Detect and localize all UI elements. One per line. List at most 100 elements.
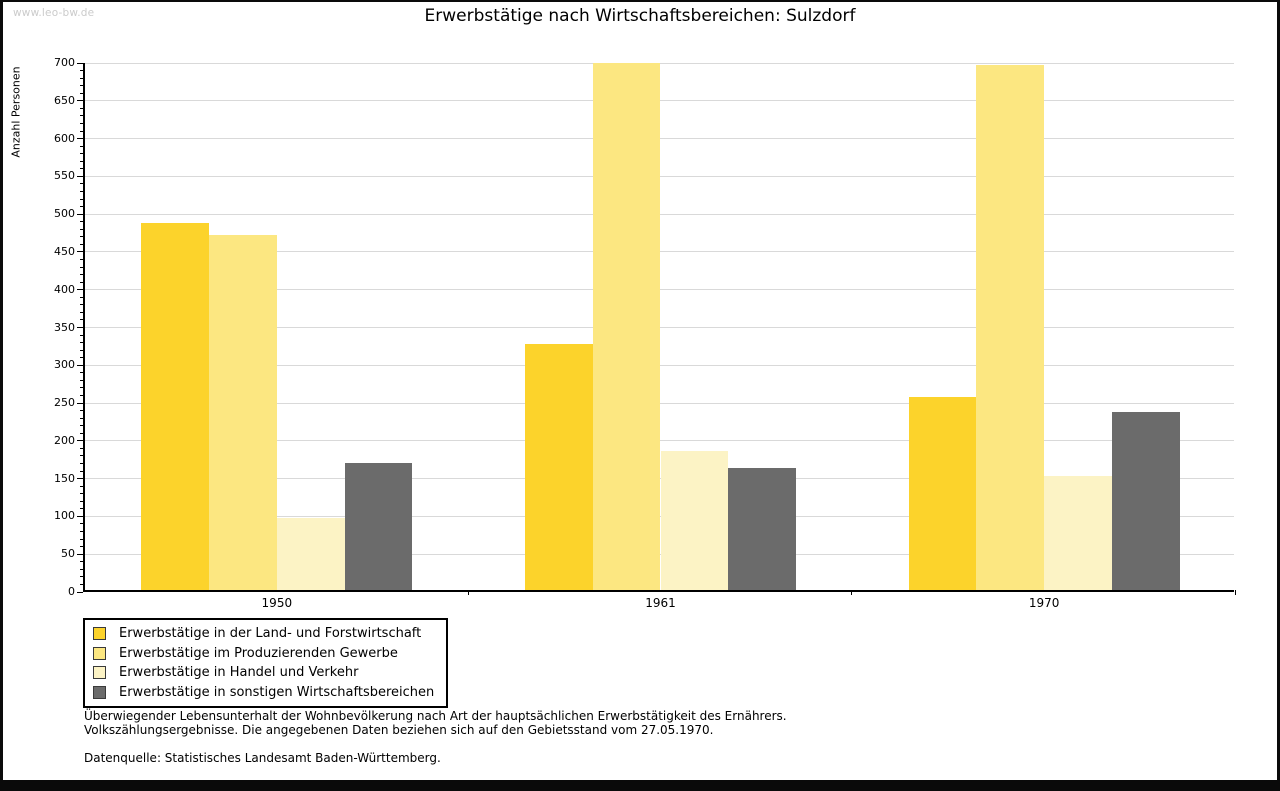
chart-title: Erwerbstätige nach Wirtschaftsbereichen:… <box>424 6 856 26</box>
legend-swatch-icon <box>93 646 106 660</box>
y-axis-minor-tick <box>80 432 83 434</box>
y-axis-minor-tick <box>80 417 83 419</box>
y-axis-minor-tick <box>80 387 83 389</box>
y-axis-minor-tick <box>80 243 83 245</box>
y-axis-tick-label: 50 <box>61 547 75 561</box>
y-axis-minor-tick <box>80 531 83 533</box>
y-axis-minor-tick <box>80 190 83 192</box>
y-axis-minor-tick <box>80 281 83 283</box>
y-axis-minor-tick <box>80 455 83 457</box>
y-axis-major-tick <box>77 478 83 480</box>
y-axis-major-tick <box>77 289 83 291</box>
y-axis-major-tick <box>77 402 83 404</box>
bar <box>976 64 1045 590</box>
y-axis-major-tick <box>77 591 83 593</box>
y-axis-minor-tick <box>80 583 83 585</box>
y-axis-minor-tick <box>80 206 83 208</box>
y-axis-minor-tick <box>80 236 83 238</box>
legend-label: Erwerbstätige im Produzierenden Gewerbe <box>119 645 398 661</box>
y-axis-minor-tick <box>80 334 83 336</box>
x-axis-category-label: 1950 <box>261 596 293 610</box>
y-axis-minor-tick <box>80 168 83 170</box>
bar <box>209 234 277 590</box>
x-axis-tick <box>1235 590 1236 595</box>
y-axis-minor-tick <box>80 153 83 155</box>
x-axis-tick <box>467 590 469 595</box>
legend: Erwerbstätige in der Land- und Forstwirt… <box>83 618 449 708</box>
y-axis-minor-tick <box>80 258 83 260</box>
y-axis-minor-tick <box>80 77 83 79</box>
legend-row: Erwerbstätige in der Land- und Forstwirt… <box>93 624 434 644</box>
y-axis-minor-tick <box>80 500 83 502</box>
y-axis-tick-label: 500 <box>54 207 75 221</box>
y-axis-minor-tick <box>80 546 83 548</box>
gridline <box>85 62 1234 64</box>
y-axis-major-tick <box>77 251 83 253</box>
bar <box>908 396 977 590</box>
y-axis-tick-label: 300 <box>54 358 75 372</box>
y-axis-minor-tick <box>80 523 83 525</box>
y-axis-major-tick <box>77 440 83 442</box>
y-axis-minor-tick <box>80 538 83 540</box>
y-axis-minor-tick <box>80 561 83 563</box>
y-axis-minor-tick <box>80 463 83 465</box>
bar <box>728 468 796 590</box>
y-axis-minor-tick <box>80 145 83 147</box>
legend-label: Erwerbstätige in der Land- und Forstwirt… <box>119 626 422 642</box>
y-axis-minor-tick <box>80 342 83 344</box>
y-axis-minor-tick <box>80 70 83 72</box>
y-axis-minor-tick <box>80 425 83 427</box>
plot-area: 0 50 100 150 200 250 300 350 400 450 500 550 600 650 7… <box>54 56 1236 610</box>
y-axis-major-tick <box>77 62 83 64</box>
y-axis-tick-label: 700 <box>54 56 75 69</box>
bar <box>1111 411 1180 590</box>
y-axis-minor-tick <box>80 493 83 495</box>
y-axis-minor-tick <box>80 379 83 381</box>
y-axis-minor-tick <box>80 395 83 396</box>
legend-label: Erwerbstätige in sonstigen Wirtschaftsbe… <box>119 684 435 700</box>
y-axis-minor-tick <box>80 228 83 230</box>
data-source-line: Datenquelle: Statistisches Landesamt Bad… <box>84 751 441 765</box>
legend-swatch-icon <box>93 666 106 680</box>
legend-swatch-icon <box>93 685 106 699</box>
bar <box>660 450 729 590</box>
x-axis-category-label: 1961 <box>645 596 676 610</box>
legend-swatch-icon <box>93 627 106 641</box>
y-axis-minor-tick <box>80 304 83 306</box>
y-axis-minor-tick <box>80 349 83 351</box>
y-axis-minor-tick <box>80 85 83 87</box>
bar <box>525 343 593 590</box>
y-axis-minor-tick <box>80 274 83 276</box>
y-axis-minor-tick <box>80 92 83 94</box>
y-axis-minor-tick <box>80 122 83 124</box>
x-axis-tick <box>851 590 853 595</box>
y-axis-minor-tick <box>80 107 83 109</box>
y-axis-minor-tick <box>80 183 83 185</box>
legend-row: Erwerbstätige in Handel und Verkehr <box>93 663 434 683</box>
y-axis-minor-tick <box>80 266 83 268</box>
y-axis-major-tick <box>77 364 83 366</box>
y-axis-minor-tick <box>80 508 83 510</box>
y-axis-major-tick <box>77 100 83 102</box>
y-axis-tick-label: 250 <box>54 396 75 410</box>
y-axis-minor-tick <box>80 115 83 117</box>
y-axis-major-tick <box>77 138 83 140</box>
y-axis-major-tick <box>77 175 83 177</box>
y-axis-minor-tick <box>80 485 83 487</box>
y-axis-tick-label: 0 <box>68 585 75 598</box>
y-axis-minor-tick <box>80 576 83 578</box>
x-axis-category-label: 1970 <box>1028 596 1060 610</box>
y-axis-tick-label: 200 <box>54 433 75 447</box>
y-axis-tick-label: 350 <box>54 320 75 334</box>
y-axis-minor-tick <box>80 311 83 313</box>
y-axis-major-tick <box>77 553 83 555</box>
footnote: Überwiegender Lebensunterhalt der Wohnbe… <box>84 709 787 766</box>
legend-row: Erwerbstätige in sonstigen Wirtschaftsbe… <box>93 683 434 703</box>
y-axis-major-tick <box>77 213 83 215</box>
y-axis-major-tick <box>77 515 83 517</box>
y-axis-minor-tick <box>80 296 83 298</box>
bar <box>276 518 345 590</box>
y-axis-minor-tick <box>80 372 83 374</box>
y-axis-tick-label: 400 <box>54 282 75 296</box>
y-axis-minor-tick <box>80 568 83 570</box>
